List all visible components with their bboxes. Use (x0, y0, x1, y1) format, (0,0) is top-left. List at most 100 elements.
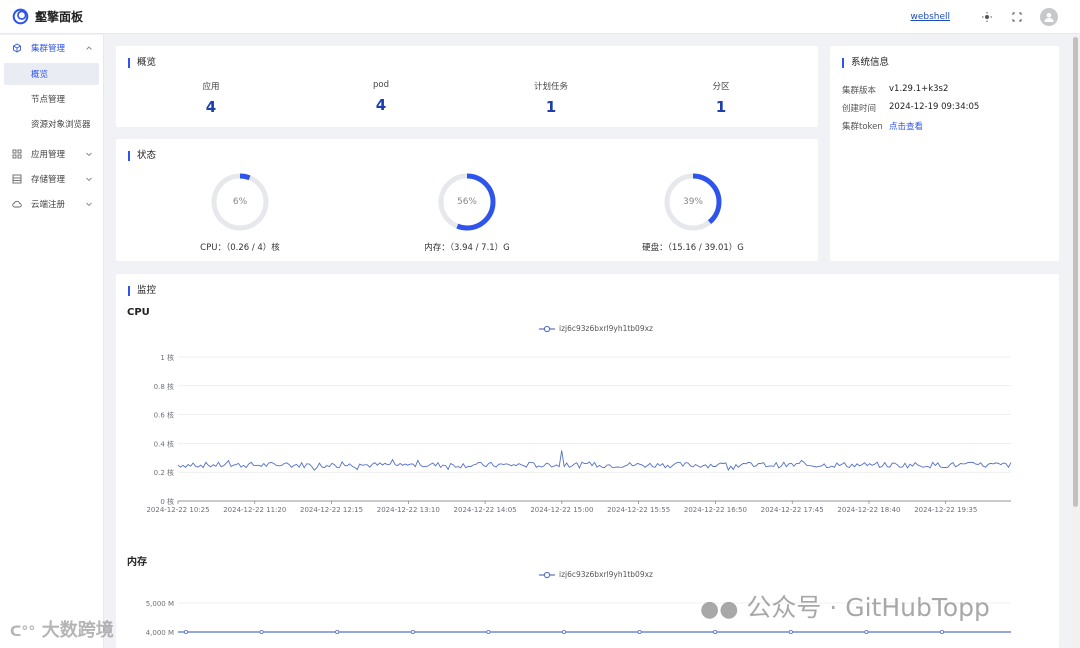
y-tick-label: 0.2 核 (154, 468, 174, 477)
status-title: 状态 (128, 151, 156, 161)
overview-title: 概览 (128, 58, 156, 68)
sidebar-item-cluster[interactable]: 集群管理 (0, 37, 104, 59)
memory-point (864, 630, 869, 635)
chevron-down-icon (86, 152, 92, 157)
logo[interactable]: 壑擎面板 (12, 8, 83, 25)
y-tick-label: 0.8 核 (154, 382, 174, 391)
monitor-title: 监控 (128, 286, 156, 296)
info-value: v1.29.1+k3s2 (889, 84, 949, 94)
memory-point (788, 630, 793, 635)
memory-gauge (438, 173, 496, 231)
legend-label: izj6c93z6bxrl9yh1tb09xz (559, 324, 653, 333)
system-info-title: 系统信息 (842, 58, 889, 68)
watermark-text-left: 大数跨境 (41, 620, 114, 641)
memory-gauge-value: 56% (456, 197, 477, 207)
sidebar-item-label: 集群管理 (31, 44, 66, 54)
disk-gauge (664, 173, 722, 231)
chevron-up-icon (86, 46, 92, 50)
watermark-text-right: 公众号 · GitHubTopp (746, 593, 990, 622)
sidebar-subitem-resource-browser[interactable]: 资源对象浏览器 (31, 120, 91, 130)
stat-value: 4 (375, 96, 387, 114)
info-key: 集群版本 (842, 86, 877, 96)
sidebar-item-storage[interactable]: 存储管理 (0, 168, 104, 190)
memory-point (713, 630, 718, 635)
app-title: 壑擎面板 (35, 10, 84, 24)
cpu-chart-label: CPU (127, 307, 150, 318)
cpu-usage-caption: CPU：（0.26 / 4）核 (200, 243, 280, 253)
memory-chart: 5,000 M 4,000 M (146, 600, 1011, 637)
sidebar-item-label: 应用管理 (31, 150, 66, 160)
cloud-icon (12, 200, 22, 208)
system-info-card: 系统信息 集群版本 v1.29.1+k3s2 创建时间 2024-12-19 0… (830, 46, 1059, 261)
stat-label: 计划任务 (533, 82, 568, 92)
stat-cronjobs: 计划任务 1 (501, 80, 601, 116)
sidebar-item-label: 云端注册 (31, 200, 66, 210)
info-key: 集群token (842, 122, 883, 132)
gauge-fill (211, 173, 269, 231)
y-tick-label: 5,000 M (146, 600, 174, 608)
info-key: 创建时间 (842, 104, 877, 114)
view-token-link[interactable]: 点击查看 (889, 122, 924, 132)
grid-icon (12, 149, 22, 159)
y-tick-label: 0.4 核 (154, 439, 174, 448)
stat-pods: pod 4 (331, 80, 431, 114)
x-tick-label: 2024-12-22 15:00 (530, 506, 593, 514)
x-tick-label: 2024-12-22 10:25 (146, 506, 209, 514)
cpu-chart: 0 核 0.2 核 0.4 核 0.6 核 0.8 核 1 核 2024-12-22 10:… (146, 353, 1012, 514)
stat-value: 1 (545, 98, 557, 116)
x-tick-label: 2024-12-22 11:20 (223, 506, 286, 514)
gauge-fill (664, 173, 722, 231)
gauge-fill (438, 173, 496, 231)
sidebar-subitem-nodes[interactable]: 节点管理 (31, 95, 66, 105)
webshell-link[interactable]: webshell (910, 12, 950, 22)
x-tick-label: 2024-12-22 12:15 (300, 506, 363, 514)
sidebar-item-cloud-register[interactable]: 云端注册 (0, 193, 104, 215)
stat-label: pod (373, 80, 389, 90)
stat-apps: 应用 4 (161, 80, 261, 116)
memory-point (335, 630, 340, 635)
x-tick-label: 2024-12-22 13:10 (377, 506, 440, 514)
stat-partitions: 分区 1 (671, 80, 771, 116)
legend-line-icon (539, 325, 555, 332)
memory-chart-label: 内存 (127, 557, 147, 568)
cube-icon (13, 43, 21, 53)
monitor-card: 监控 CPU izj6c93z6bxrl9yh1tb09xz 0 核 0.2 核 0… (116, 274, 1059, 648)
cpu-gauge (211, 173, 269, 231)
cpu-legend-item[interactable]: izj6c93z6bxrl9yh1tb09xz (539, 324, 653, 333)
left-watermark: ᑕ°° 大数跨境 (10, 616, 114, 642)
sidebar: 集群管理 概览 节点管理 资源对象浏览器 应用管理 存储管理 云端注册 (0, 35, 104, 648)
status-card: 状态 6% CPU：（0.26 / 4）核 56% 内存：（3.94 / 7.1… (116, 139, 818, 261)
stat-value: 1 (715, 98, 727, 116)
x-tick-label: 2024-12-22 16:50 (684, 506, 747, 514)
chevron-down-icon (86, 202, 92, 207)
legend-line-icon (539, 571, 555, 578)
x-tick-label: 2024-12-22 14:05 (454, 506, 517, 514)
y-tick-label: 0.6 核 (154, 411, 174, 420)
wechat-icon: ●● (700, 597, 739, 622)
memory-point (940, 630, 945, 635)
user-avatar-icon[interactable] (1040, 8, 1058, 26)
sidebar-item-label: 存储管理 (31, 175, 66, 185)
list-icon (12, 174, 22, 184)
logo-icon (12, 8, 29, 25)
chevron-down-icon (86, 177, 92, 182)
sidebar-subitem-overview[interactable]: 概览 (4, 63, 99, 85)
x-tick-label: 2024-12-22 17:45 (761, 506, 824, 514)
memory-point (561, 630, 566, 635)
cpu-gauge-value: 6% (232, 197, 248, 207)
y-tick-label: 0 核 (160, 497, 174, 506)
fullscreen-icon[interactable] (1010, 10, 1024, 24)
legend-label: izj6c93z6bxrl9yh1tb09xz (559, 570, 653, 579)
cpu-series-line (177, 450, 1012, 472)
page-scrollbar[interactable] (1071, 35, 1080, 648)
wechat-logo-icon: ᑕ°° (10, 624, 36, 640)
scrollbar-thumb[interactable] (1073, 37, 1078, 507)
memory-point (259, 630, 264, 635)
memory-usage-caption: 内存：（3.94 / 7.1）G (424, 243, 510, 253)
info-value: 2024-12-19 09:34:05 (889, 102, 980, 112)
disk-gauge-value: 39% (682, 197, 703, 207)
disk-usage-caption: 硬盘：（15.16 / 39.01）G (642, 243, 744, 253)
sidebar-item-apps[interactable]: 应用管理 (0, 143, 104, 165)
theme-toggle-icon[interactable] (980, 10, 994, 24)
memory-legend-item[interactable]: izj6c93z6bxrl9yh1tb09xz (539, 570, 653, 579)
